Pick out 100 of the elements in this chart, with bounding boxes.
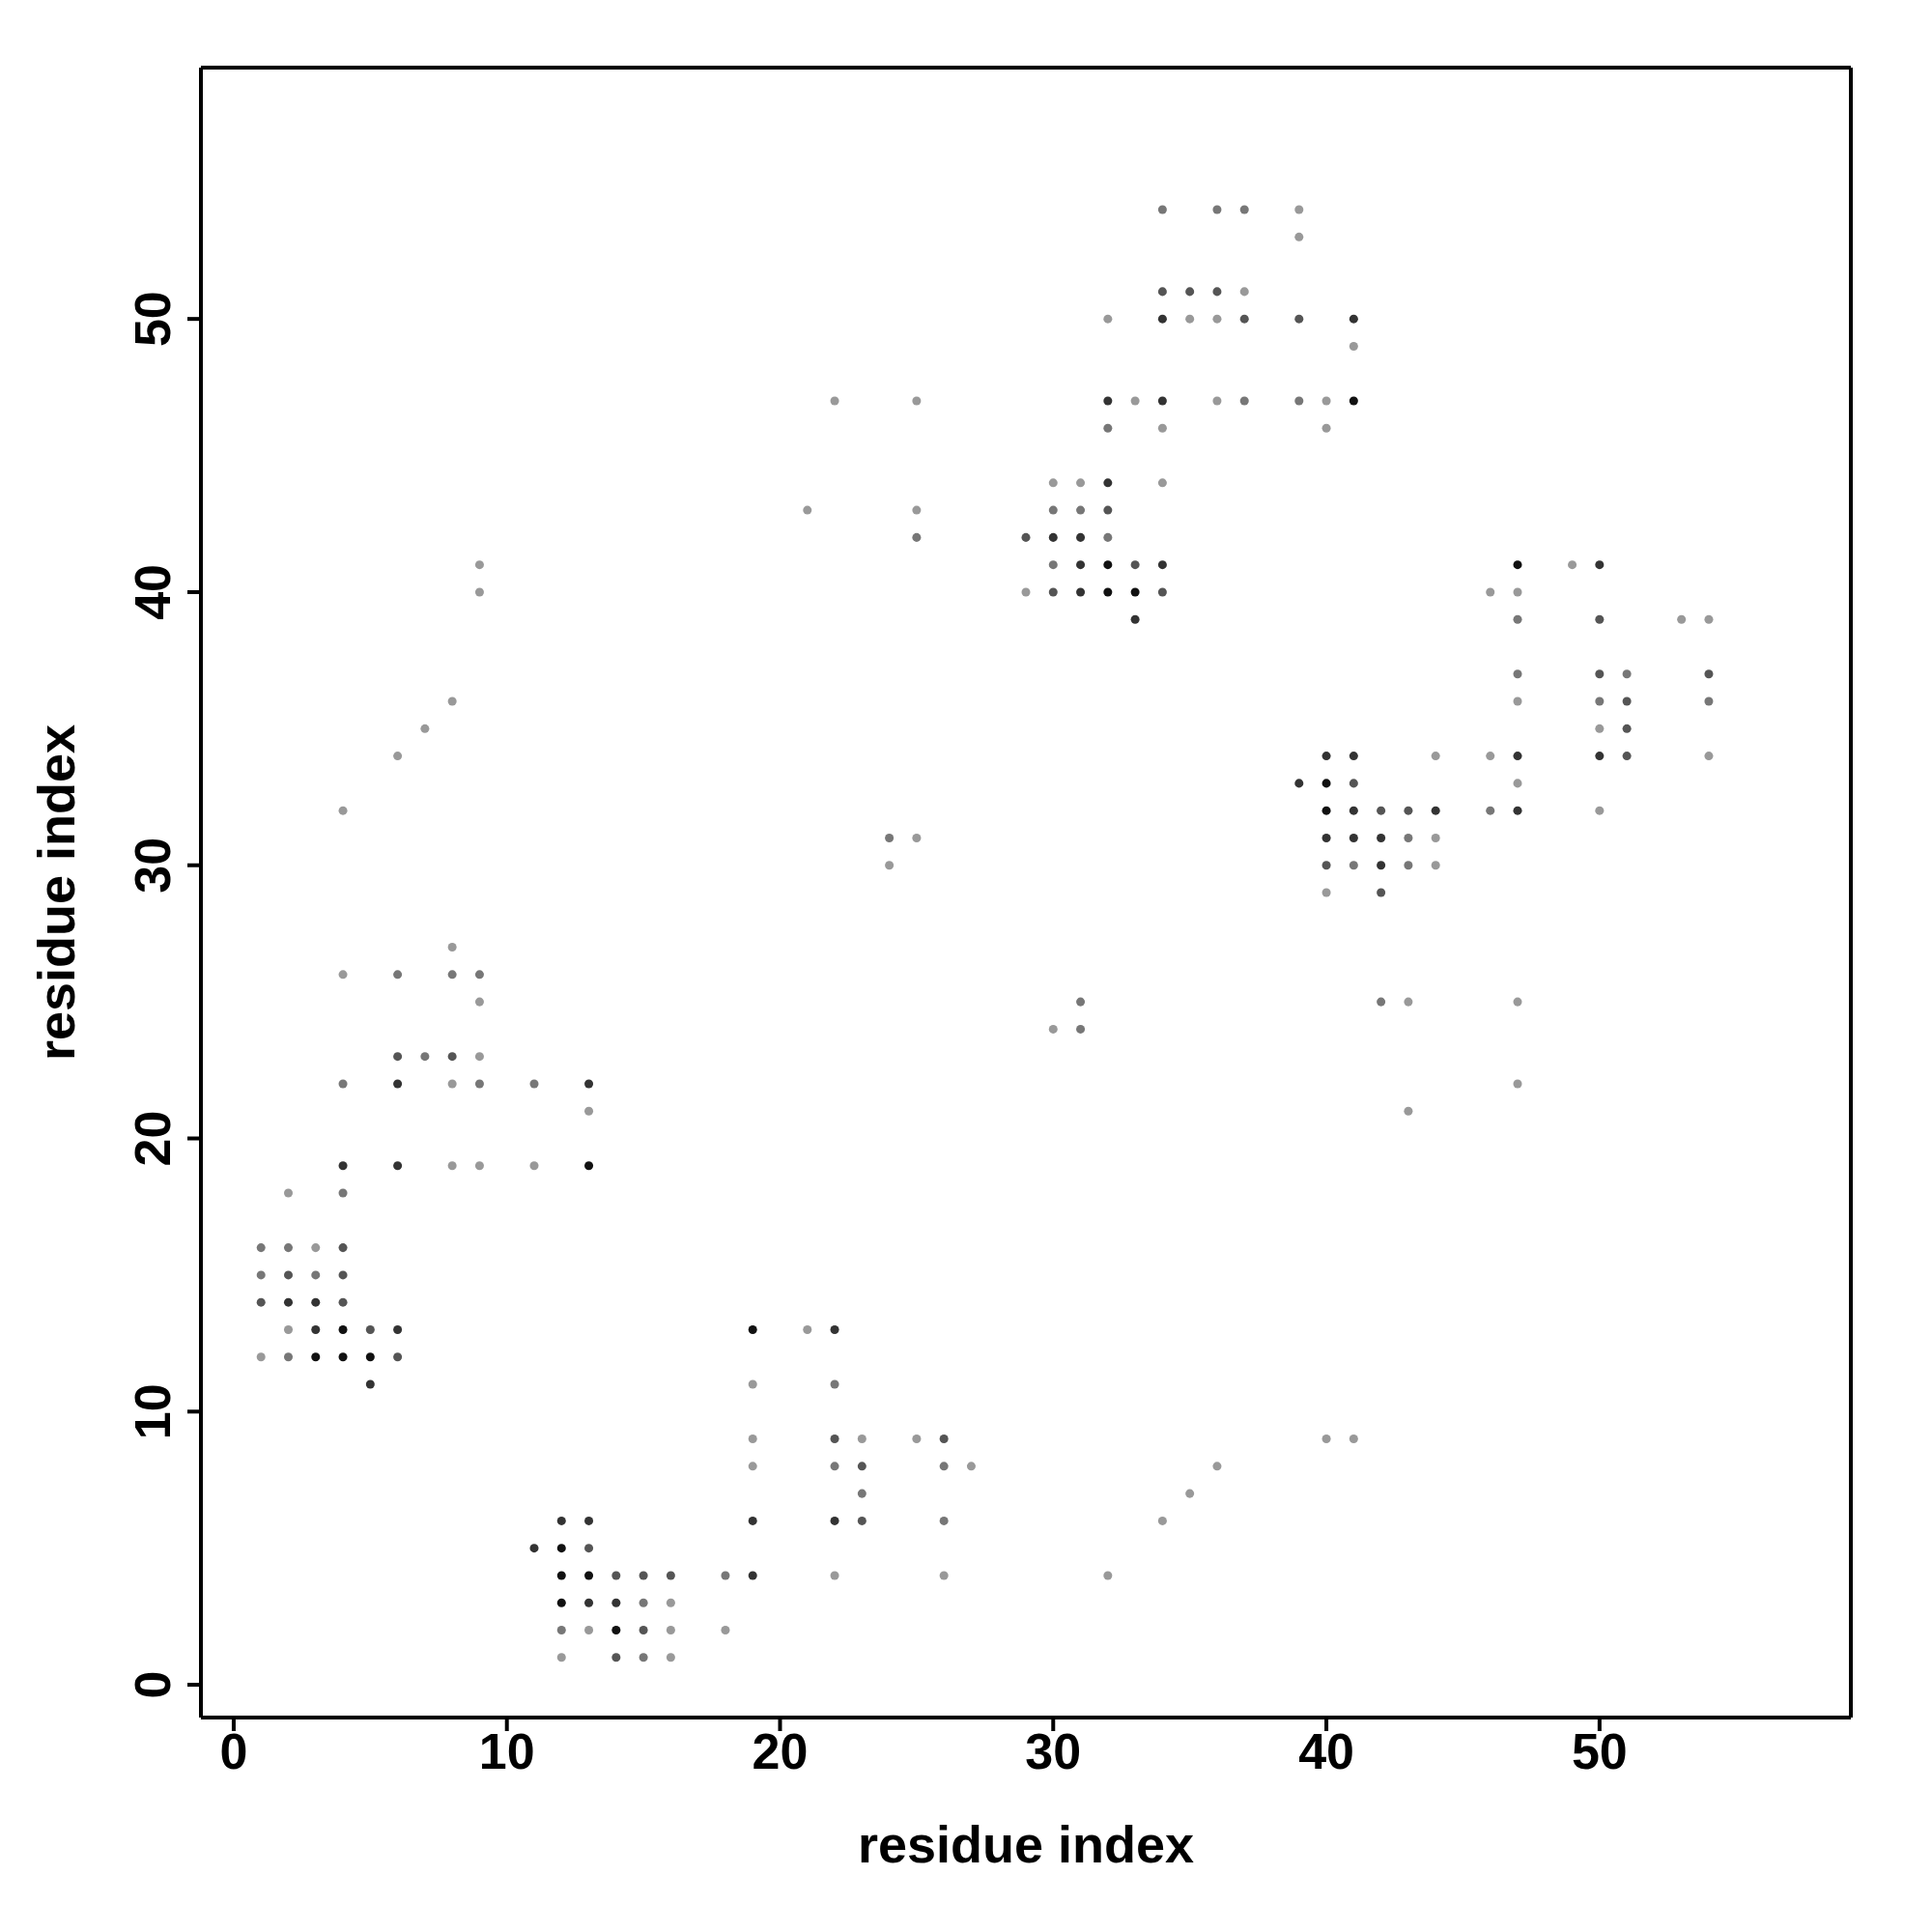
point [365, 1379, 375, 1389]
y-tick-label: 0 [125, 1670, 181, 1699]
point [1294, 779, 1304, 788]
x-tick-label: 10 [478, 1722, 535, 1779]
point [1349, 833, 1358, 842]
point [830, 1516, 839, 1525]
point [365, 1352, 375, 1362]
point [1103, 587, 1113, 597]
point [1130, 560, 1140, 570]
point [1513, 614, 1522, 624]
point [1622, 724, 1632, 733]
point [857, 1489, 867, 1498]
point [311, 1352, 321, 1362]
point [1321, 861, 1331, 870]
point [1212, 287, 1222, 297]
point [256, 1270, 266, 1280]
point [748, 1516, 757, 1525]
point [639, 1653, 648, 1662]
point [1157, 314, 1167, 324]
point [1595, 696, 1605, 706]
point [1349, 861, 1358, 870]
point [474, 1079, 484, 1089]
point [830, 1379, 839, 1389]
point [1130, 587, 1140, 597]
point [748, 1324, 757, 1334]
point [1513, 752, 1522, 761]
point [1076, 997, 1086, 1007]
point [830, 1435, 839, 1444]
point [1431, 806, 1440, 815]
point [338, 1243, 348, 1253]
point [666, 1571, 675, 1580]
point [1349, 806, 1358, 815]
point [393, 1352, 403, 1362]
point [748, 1571, 757, 1580]
point [393, 1161, 403, 1171]
point [556, 1598, 566, 1607]
point [611, 1626, 621, 1635]
point [556, 1544, 566, 1553]
point [1048, 587, 1058, 597]
point [1294, 314, 1304, 324]
point [1076, 532, 1086, 542]
point [1157, 560, 1167, 570]
point [611, 1653, 621, 1662]
point [393, 1079, 403, 1089]
point [556, 1516, 566, 1525]
point [1157, 587, 1167, 597]
point [857, 1462, 867, 1471]
point [1076, 560, 1086, 570]
point [338, 1352, 348, 1362]
point [1349, 314, 1358, 324]
point [311, 1324, 321, 1334]
point [885, 833, 895, 842]
point [830, 1324, 839, 1334]
point [1321, 806, 1331, 815]
point [584, 1516, 594, 1525]
point [1513, 806, 1522, 815]
point [1404, 806, 1413, 815]
point [1595, 560, 1605, 570]
point [912, 532, 922, 542]
y-tick-label: 30 [125, 837, 181, 894]
point [283, 1297, 293, 1307]
point [584, 1079, 594, 1089]
point [1239, 396, 1249, 406]
point [420, 1052, 430, 1062]
point [1212, 205, 1222, 214]
point [584, 1161, 594, 1171]
point [939, 1516, 949, 1525]
point [311, 1270, 321, 1280]
point [256, 1243, 266, 1253]
point [1021, 532, 1031, 542]
point [311, 1297, 321, 1307]
point [1377, 806, 1386, 815]
point [1294, 396, 1304, 406]
point [556, 1571, 566, 1580]
point [447, 1052, 457, 1062]
point [1048, 505, 1058, 515]
point [256, 1297, 266, 1307]
x-axis-title: residue index [857, 1815, 1195, 1873]
point [1157, 396, 1167, 406]
point [721, 1571, 730, 1580]
point [1486, 806, 1495, 815]
point [1048, 560, 1058, 570]
point [1157, 287, 1167, 297]
point [1130, 614, 1140, 624]
point [1239, 314, 1249, 324]
point [283, 1270, 293, 1280]
x-tick-label: 40 [1298, 1722, 1354, 1779]
x-tick-label: 30 [1025, 1722, 1082, 1779]
point [365, 1324, 375, 1334]
point [1622, 669, 1632, 679]
point [1103, 423, 1113, 433]
x-tick-label: 20 [752, 1722, 809, 1779]
point [1321, 752, 1331, 761]
y-tick-label: 20 [125, 1110, 181, 1167]
point [529, 1544, 539, 1553]
point [639, 1626, 648, 1635]
point [1103, 478, 1113, 488]
point [1349, 752, 1358, 761]
point [1157, 205, 1167, 214]
point [1321, 779, 1331, 788]
